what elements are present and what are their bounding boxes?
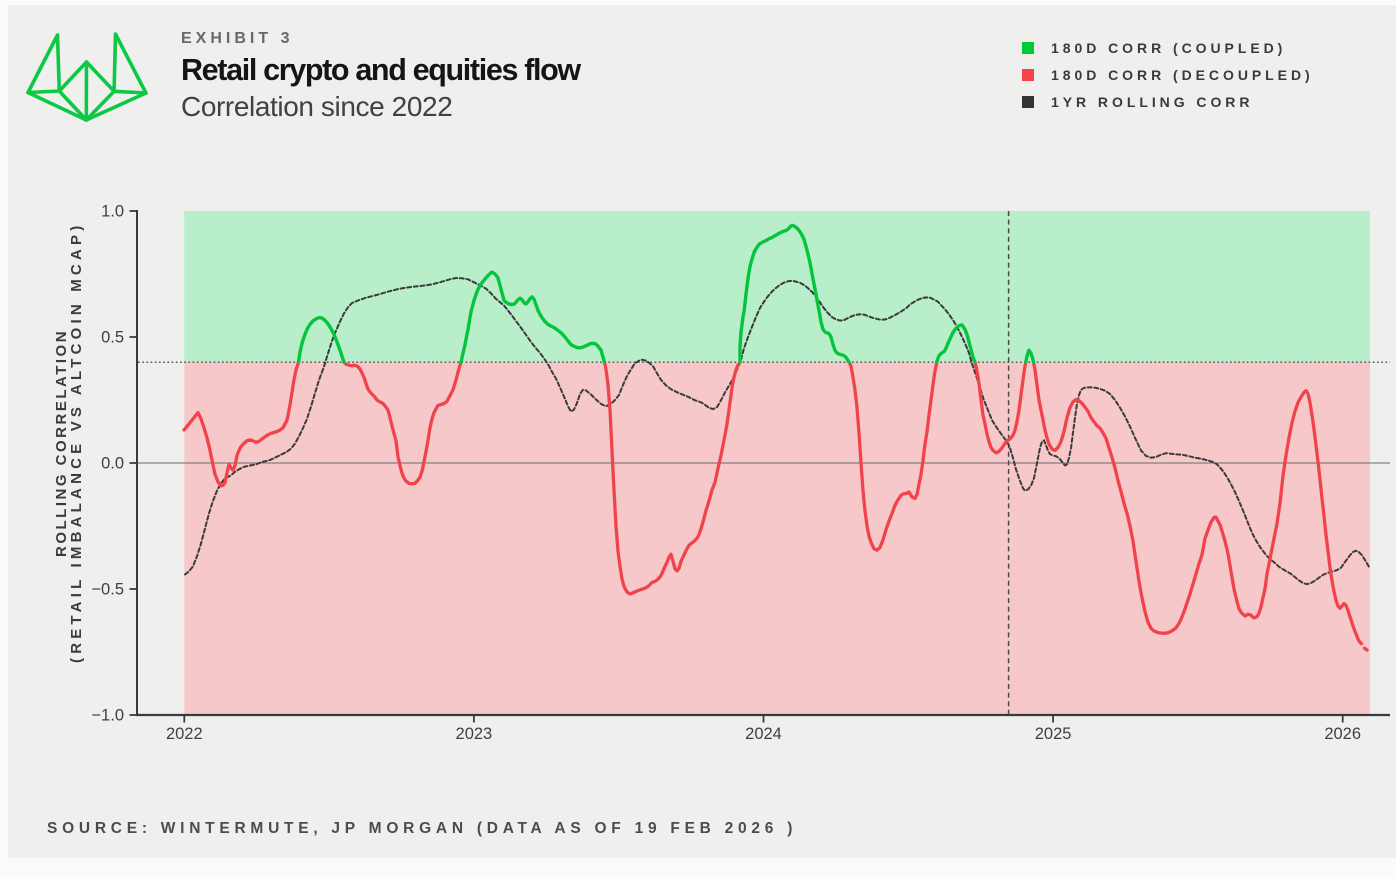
svg-text:0.0: 0.0: [101, 455, 124, 473]
svg-text:0.5: 0.5: [101, 329, 124, 347]
svg-text:2024: 2024: [745, 725, 782, 743]
svg-text:2022: 2022: [166, 725, 203, 743]
svg-text:2023: 2023: [456, 725, 493, 743]
svg-text:2026: 2026: [1324, 725, 1361, 743]
svg-text:2025: 2025: [1035, 725, 1072, 743]
svg-text:−1.0: −1.0: [91, 707, 124, 725]
svg-text:−0.5: −0.5: [91, 581, 124, 599]
svg-text:1.0: 1.0: [101, 203, 124, 221]
